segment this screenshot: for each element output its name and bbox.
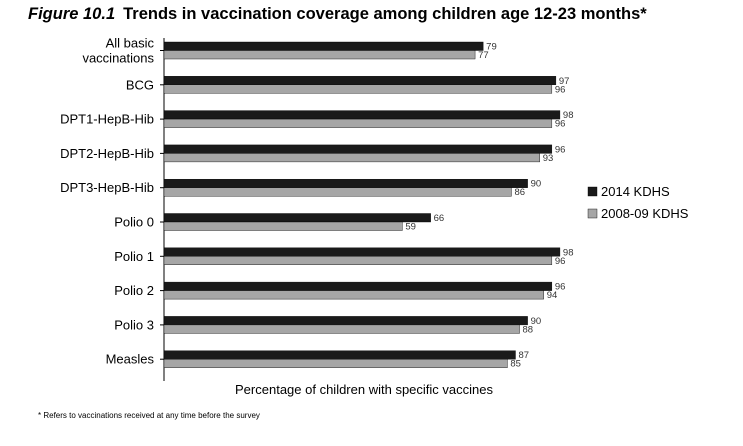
- category-label-line: Polio 2: [114, 283, 154, 298]
- category-label: BCG: [126, 77, 154, 92]
- legend-label: 2008-09 KDHS: [601, 206, 689, 221]
- category-label-line: DPT3-HepB-Hib: [60, 180, 154, 195]
- figure-label: Figure 10.1: [28, 5, 116, 23]
- data-label: 96: [555, 84, 566, 95]
- bar-series1: [163, 178, 528, 188]
- data-label: 66: [434, 213, 445, 224]
- bar-series1: [163, 110, 561, 120]
- category-label: DPT1-HepB-Hib: [60, 112, 154, 127]
- data-label: 94: [547, 290, 558, 301]
- category-label: All basic vaccinations: [82, 36, 154, 66]
- bar-series1: [163, 41, 484, 51]
- footnote: * Refers to vaccinations received at any…: [38, 411, 260, 420]
- bar-series1: [163, 350, 516, 360]
- data-label: 96: [555, 256, 566, 267]
- category-label-line: All basic: [106, 36, 155, 51]
- figure-title: Trends in vaccination coverage among chi…: [123, 5, 647, 23]
- category-label-line: Polio 0: [114, 215, 154, 230]
- bar-series2: [163, 324, 520, 334]
- category-label-line: DPT2-HepB-Hib: [60, 146, 154, 161]
- bar-series2: [163, 84, 553, 94]
- bar-series2: [163, 359, 508, 368]
- category-label-line: BCG: [126, 77, 154, 92]
- bar-series2: [163, 290, 544, 300]
- legend-swatch: [587, 186, 598, 197]
- data-label: 90: [531, 179, 542, 190]
- data-label: 77: [478, 50, 489, 61]
- legend-swatch: [587, 208, 598, 219]
- data-label: 85: [510, 359, 521, 370]
- data-label: 96: [555, 144, 566, 155]
- data-label: 98: [563, 247, 574, 258]
- data-label: 79: [486, 42, 497, 53]
- data-label: 90: [531, 316, 542, 327]
- bar-series1: [163, 76, 557, 86]
- category-label: DPT3-HepB-Hib: [60, 180, 154, 195]
- x-axis-label: Percentage of children with specific vac…: [235, 382, 493, 397]
- bar-series2: [163, 256, 553, 265]
- category-label-line: Polio 3: [114, 317, 154, 332]
- bar-series2: [163, 187, 512, 197]
- bar-series1: [163, 281, 553, 291]
- category-label-line: vaccinations: [82, 51, 154, 66]
- bar-series1: [163, 144, 553, 154]
- bar-series1: [163, 316, 528, 326]
- legend-label: 2014 KDHS: [601, 184, 670, 199]
- category-label-line: DPT1-HepB-Hib: [60, 112, 154, 127]
- data-label: 86: [514, 187, 525, 198]
- bar-series2: [163, 50, 476, 60]
- category-label-line: Polio 1: [114, 249, 154, 264]
- bar-series2: [163, 221, 403, 231]
- data-label: 98: [563, 110, 574, 121]
- bar-series2: [163, 153, 540, 163]
- data-label: 87: [518, 350, 529, 361]
- chart-title: Figure 10.1 Trends in vaccination coverag…: [28, 5, 647, 24]
- data-label: 96: [555, 282, 566, 293]
- bar-series1: [163, 213, 431, 223]
- category-label: Measles: [106, 352, 155, 367]
- category-label: Polio 1: [114, 249, 154, 264]
- category-label-line: Measles: [106, 352, 155, 367]
- bar-series2: [163, 118, 553, 128]
- category-label: Polio 0: [114, 215, 154, 230]
- bar-series1: [163, 247, 561, 257]
- data-label: 97: [559, 76, 570, 87]
- data-label: 59: [405, 222, 416, 233]
- data-label: 88: [523, 324, 534, 335]
- data-label: 93: [543, 153, 554, 164]
- category-label: DPT2-HepB-Hib: [60, 146, 154, 161]
- data-label: 96: [555, 119, 566, 130]
- category-label: Polio 3: [114, 317, 154, 332]
- category-label: Polio 2: [114, 283, 154, 298]
